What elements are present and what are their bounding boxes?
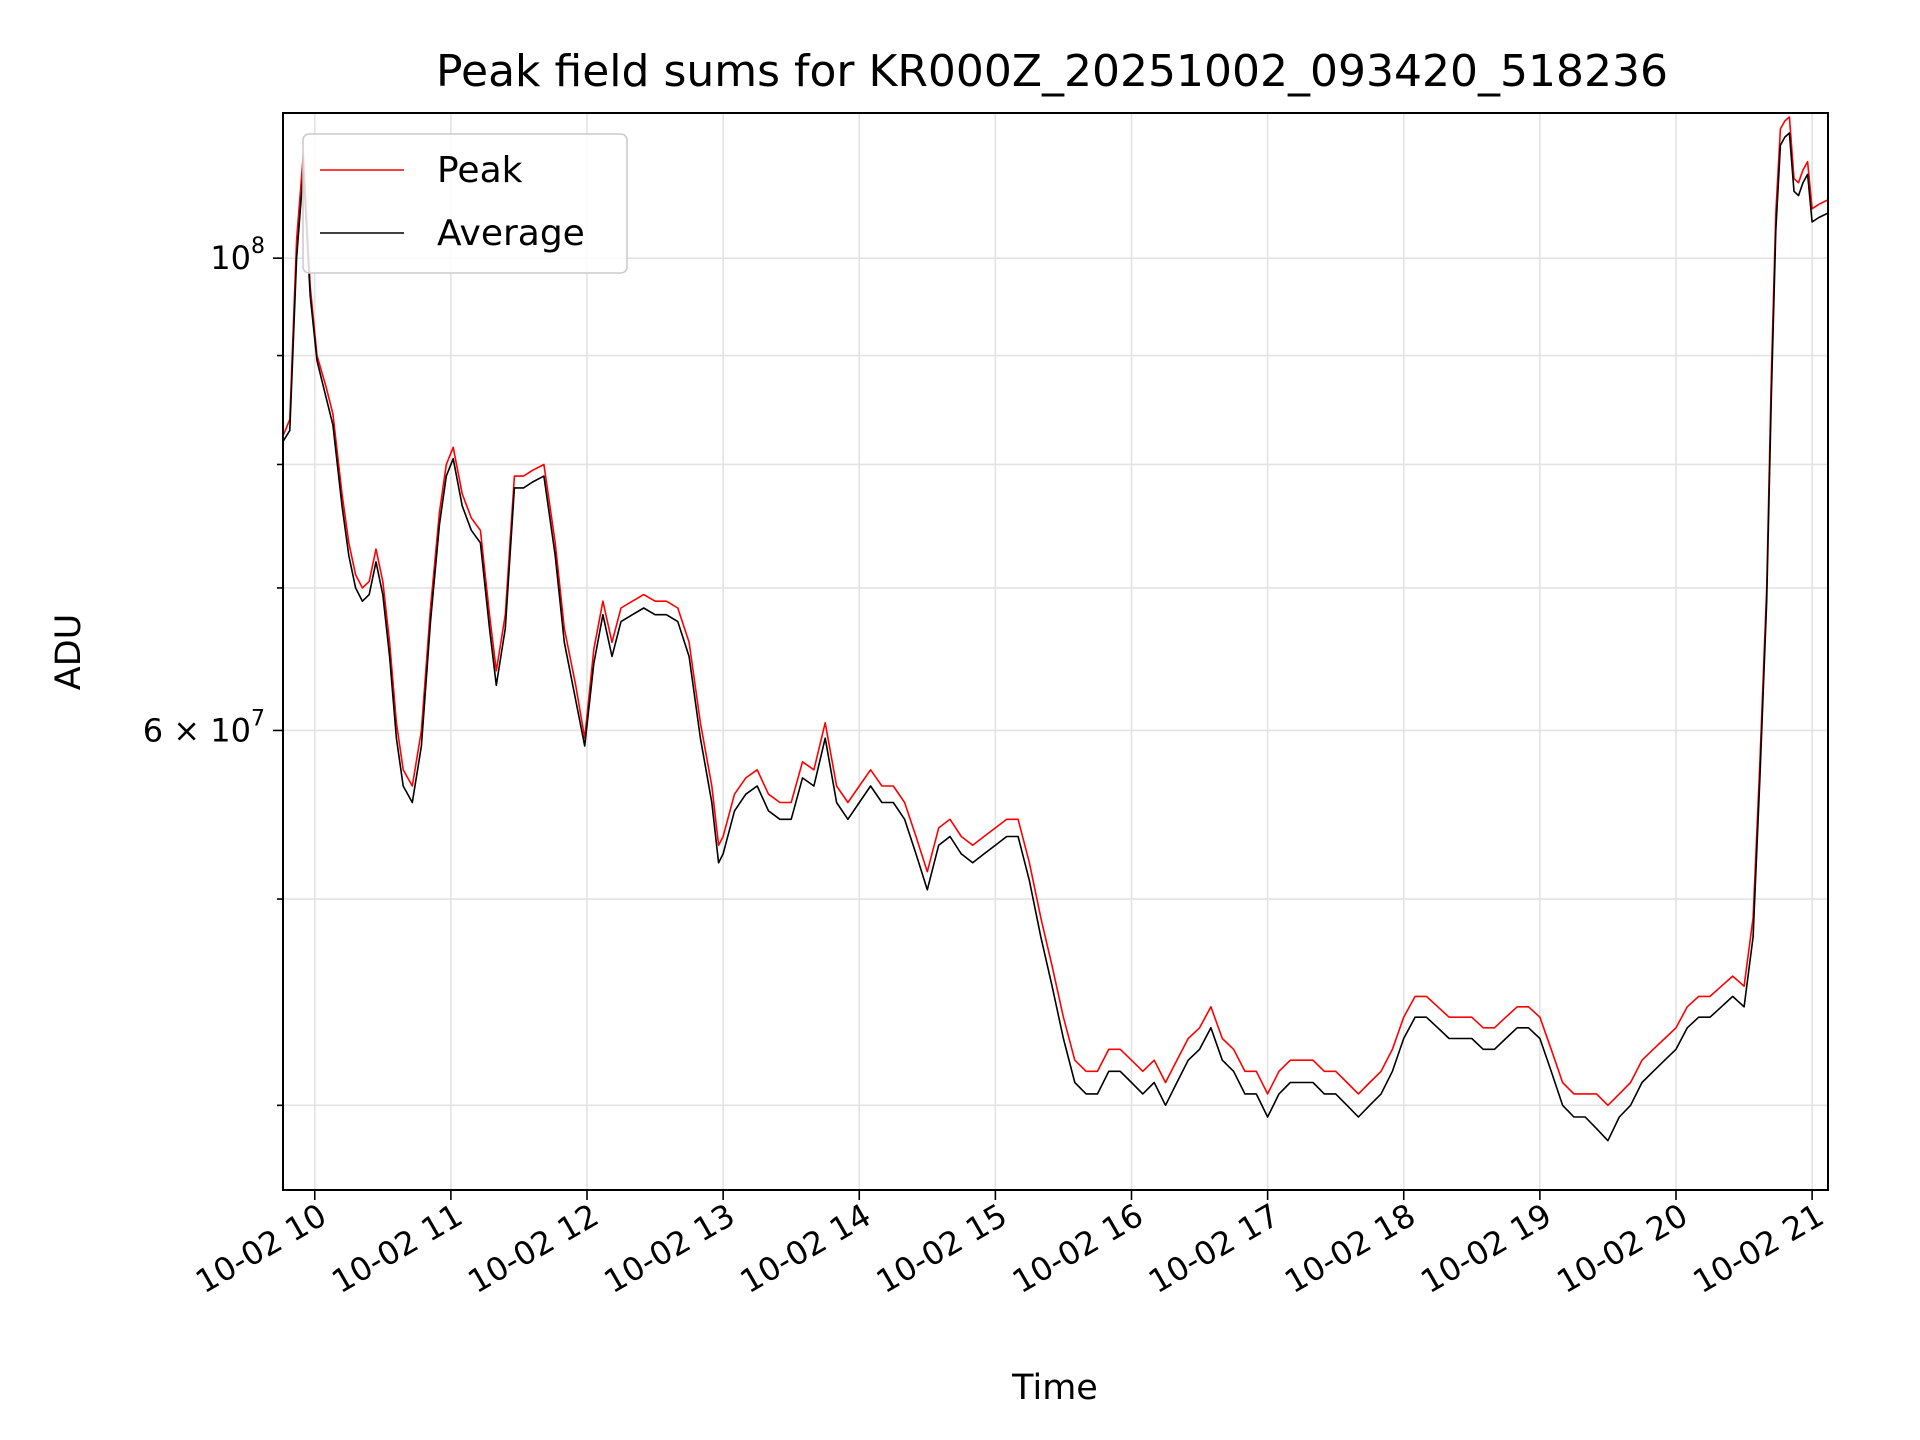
series-line-average [283,132,1828,1142]
plot-frame [282,112,1829,1191]
grid [283,113,1828,1190]
legend-box [302,133,628,274]
legend: Peak Average [302,133,628,274]
y-axis-label: ADU [49,614,89,691]
legend-label-peak: Peak [437,150,523,191]
series-line-peak [283,116,1828,1107]
plot-series [283,116,1828,1142]
chart-title: Peak field sums for KR000Z_20251002_0934… [436,46,1668,97]
y-tick-label: 108 [210,234,265,277]
y-axis: 6 × 107 108 [143,234,283,1107]
y-tick-label: 6 × 107 [143,706,265,749]
legend-label-average: Average [437,213,585,254]
x-axis-label: Time [1011,1368,1098,1408]
